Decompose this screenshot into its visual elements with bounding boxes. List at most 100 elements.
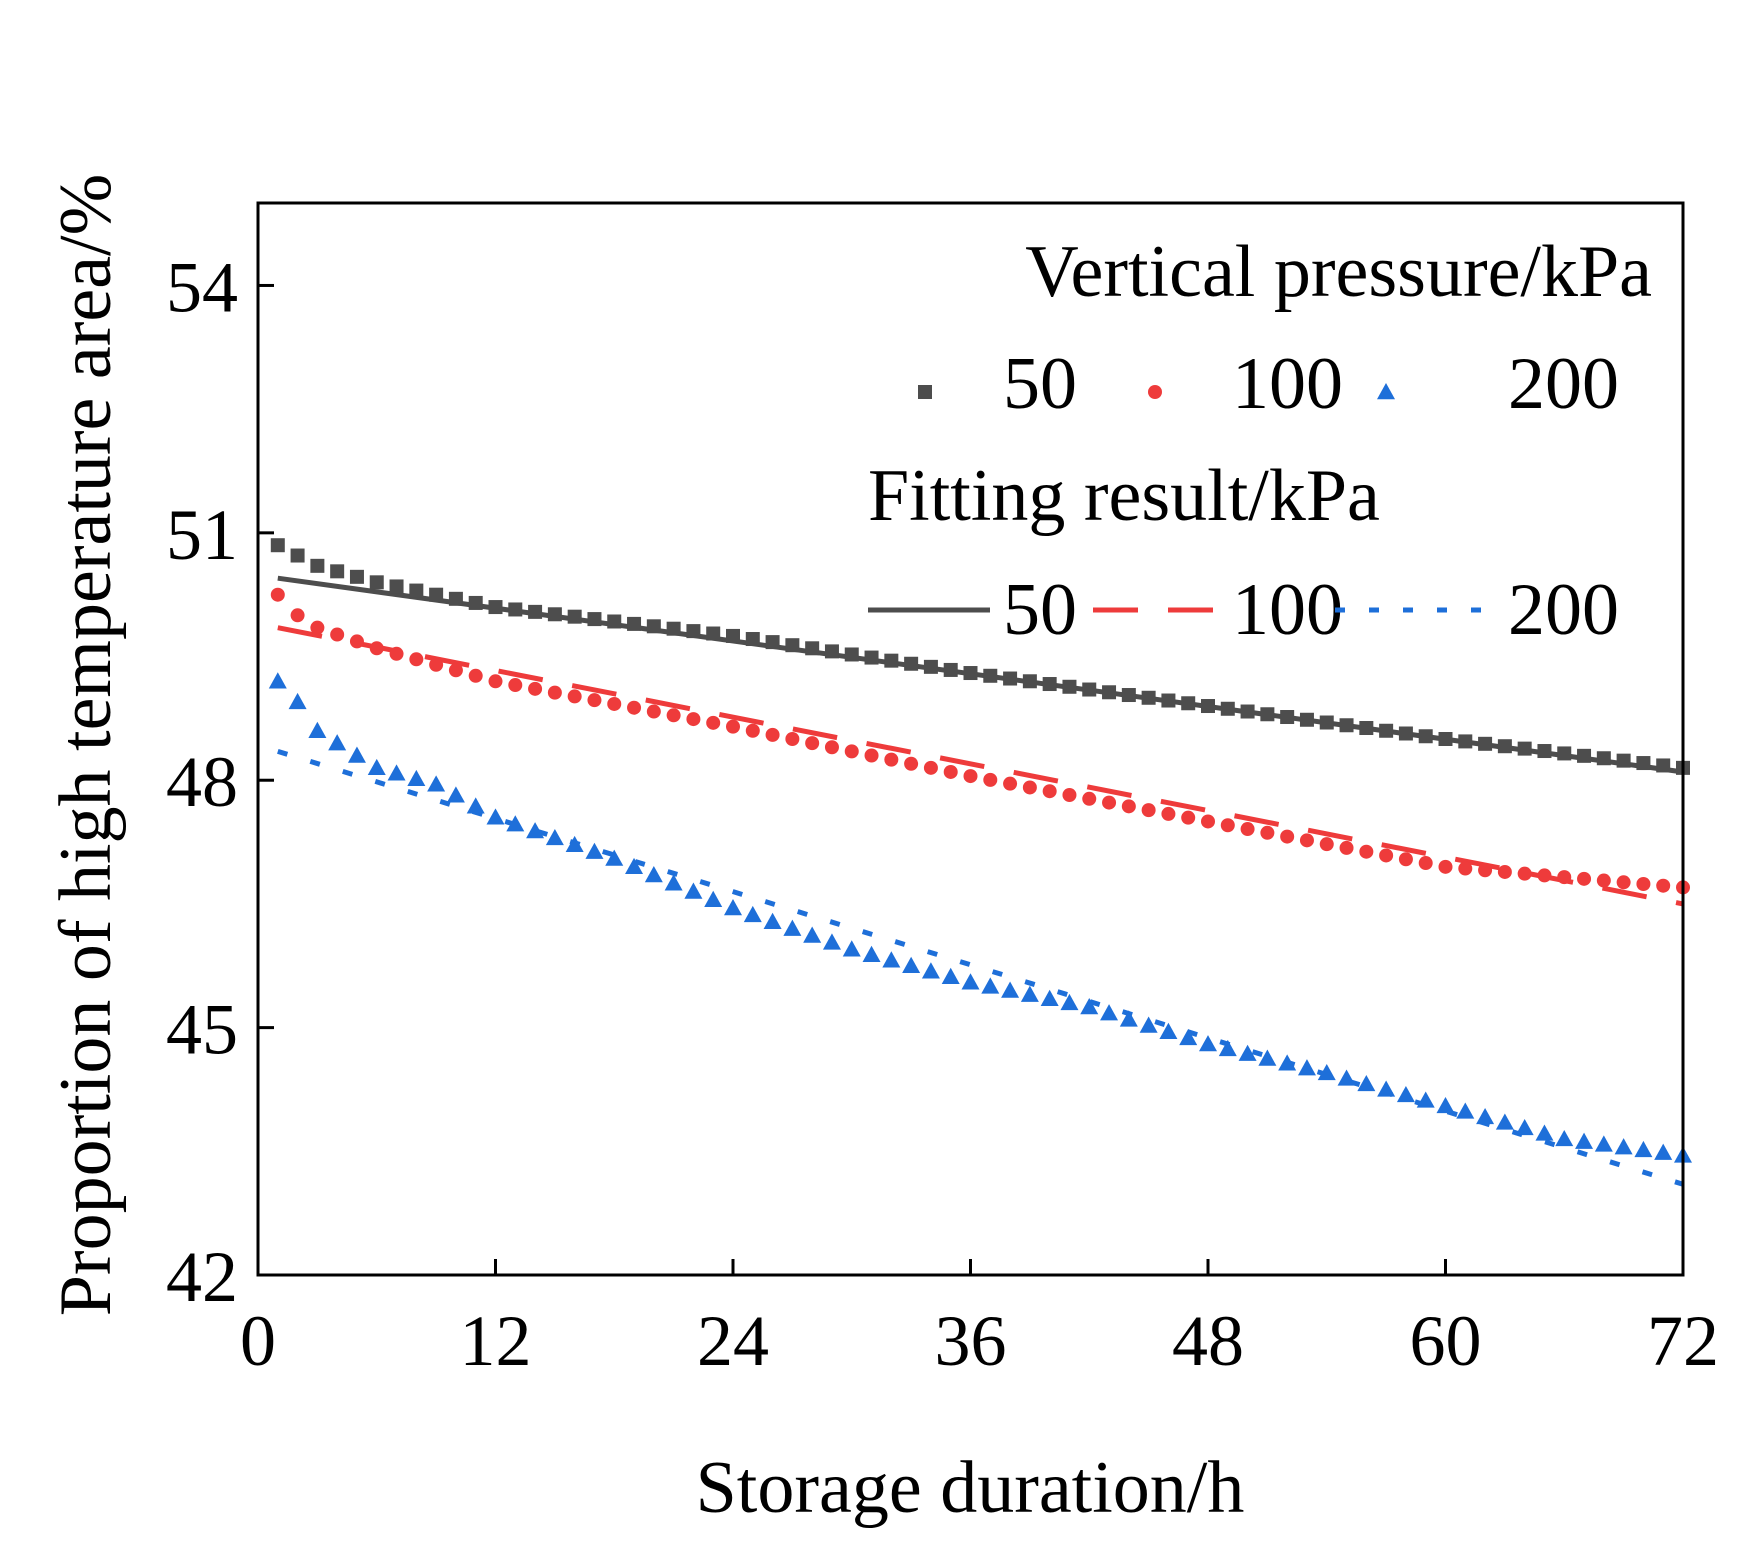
point-50 <box>726 628 740 643</box>
point-200 <box>1218 1039 1237 1057</box>
point-50 <box>1240 704 1255 719</box>
point-200 <box>1357 1074 1376 1092</box>
y-tick-label: 51 <box>166 495 238 575</box>
point-200 <box>1535 1124 1554 1141</box>
point-100 <box>270 587 285 602</box>
point-100 <box>1418 856 1433 871</box>
point-100 <box>884 752 899 767</box>
point-200 <box>367 758 386 776</box>
point-200 <box>585 842 604 859</box>
point-100 <box>1319 837 1334 852</box>
point-50 <box>1102 685 1117 700</box>
point-200 <box>605 849 624 866</box>
tick-labels: 0 12 24 36 48 60 72 42 45 48 51 54 <box>166 247 1719 1381</box>
point-200 <box>862 945 881 962</box>
point-100 <box>547 685 562 700</box>
point-200 <box>1495 1113 1514 1130</box>
point-200 <box>1258 1049 1277 1066</box>
point-100 <box>923 760 938 775</box>
point-100 <box>1121 799 1136 814</box>
legend: Vertical pressure/kPa Fitting result/kPa… <box>868 231 1652 651</box>
point-200 <box>822 933 841 950</box>
data-points <box>268 538 1692 1163</box>
point-100 <box>1102 795 1117 810</box>
point-100 <box>1042 784 1057 799</box>
point-50 <box>1557 746 1572 761</box>
point-50 <box>1398 726 1413 741</box>
point-100 <box>468 668 483 683</box>
point-100 <box>587 693 602 708</box>
point-200 <box>1575 1132 1594 1149</box>
point-50 <box>943 662 958 677</box>
point-100 <box>1379 848 1394 863</box>
point-100 <box>1220 818 1235 833</box>
point-200 <box>268 672 287 689</box>
point-200 <box>1020 985 1039 1002</box>
point-100 <box>1022 780 1037 795</box>
legend-fit-title: Fitting result/kPa <box>868 455 1380 537</box>
point-50 <box>706 626 721 641</box>
point-100 <box>1003 776 1018 791</box>
point-200 <box>506 815 525 832</box>
point-100 <box>330 627 345 642</box>
point-200 <box>1179 1028 1198 1046</box>
point-50 <box>646 619 661 634</box>
point-100 <box>1082 791 1097 806</box>
point-200 <box>664 874 683 891</box>
point-200 <box>1297 1059 1316 1076</box>
point-50 <box>983 668 998 683</box>
point-200 <box>743 905 762 923</box>
point-100 <box>646 704 661 719</box>
y-tick-label: 45 <box>166 990 238 1070</box>
point-50 <box>1379 723 1394 738</box>
point-50 <box>488 600 503 615</box>
point-200 <box>1001 981 1020 998</box>
fit-lines <box>277 575 1684 1187</box>
point-200 <box>981 977 1000 994</box>
point-50 <box>1181 696 1196 711</box>
point-50 <box>1299 712 1314 727</box>
point-200 <box>1080 998 1099 1015</box>
y-tick-label: 42 <box>166 1237 238 1317</box>
point-200 <box>486 808 505 825</box>
point-200 <box>387 764 406 781</box>
point-50 <box>627 616 642 631</box>
point-50 <box>1260 707 1275 722</box>
point-200 <box>1594 1135 1613 1152</box>
point-100 <box>706 715 721 730</box>
point-50 <box>330 564 345 579</box>
point-100 <box>1497 864 1512 879</box>
point-200 <box>644 866 663 883</box>
point-100 <box>805 736 820 751</box>
point-100 <box>844 744 859 759</box>
x-tick-label: 24 <box>697 1301 769 1381</box>
point-50 <box>1656 758 1671 773</box>
legend-symbol-50 <box>918 385 932 399</box>
point-100 <box>824 740 839 755</box>
point-100 <box>389 646 404 661</box>
point-100 <box>1339 840 1354 855</box>
point-100 <box>1280 829 1295 844</box>
point-200 <box>1139 1016 1158 1033</box>
x-tick-label: 60 <box>1410 1301 1482 1381</box>
point-200 <box>1555 1129 1574 1147</box>
point-100 <box>369 641 384 656</box>
point-200 <box>1199 1035 1217 1052</box>
point-200 <box>288 692 307 710</box>
point-50 <box>528 604 543 619</box>
point-50 <box>1280 710 1295 725</box>
point-100 <box>765 727 780 742</box>
legend-items: 50 100 200 50 100 200 <box>868 343 1619 651</box>
point-50 <box>1497 739 1512 754</box>
point-200 <box>1396 1085 1415 1103</box>
point-200 <box>625 857 644 875</box>
point-200 <box>1337 1069 1356 1086</box>
point-50 <box>1121 688 1136 703</box>
point-100 <box>488 674 503 689</box>
point-50 <box>1577 748 1592 763</box>
point-200 <box>921 962 940 979</box>
point-100 <box>349 634 364 649</box>
point-100 <box>1577 871 1592 886</box>
point-200 <box>446 786 465 803</box>
point-50 <box>1438 732 1453 746</box>
